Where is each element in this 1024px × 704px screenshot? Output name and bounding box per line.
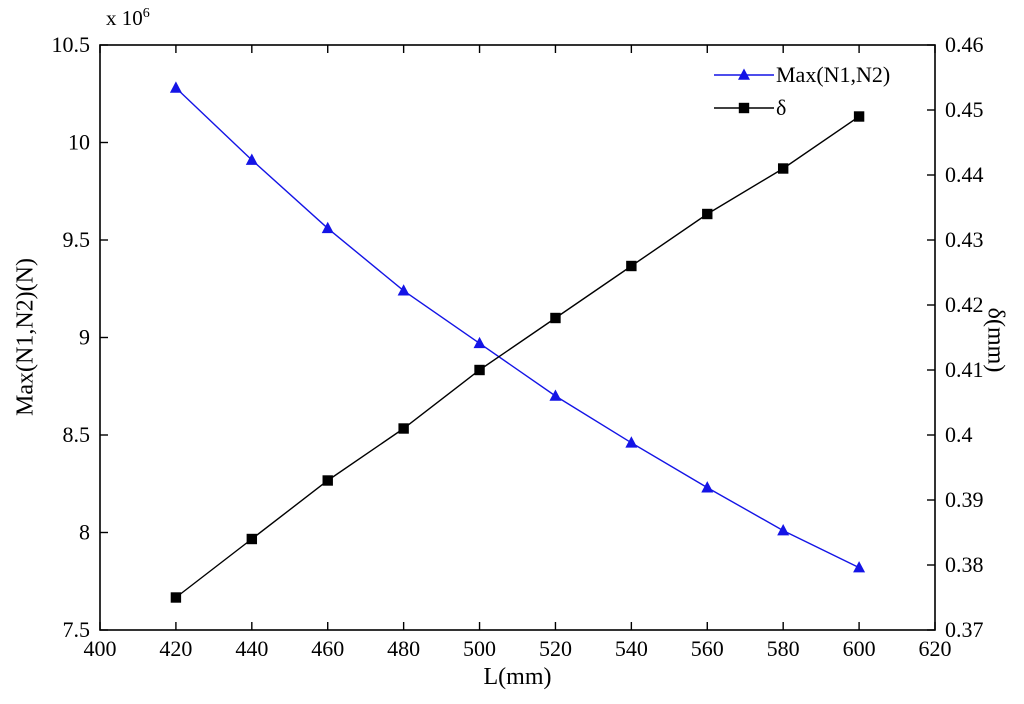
x-axis-title: L(mm) xyxy=(483,664,552,690)
x-tick-label: 600 xyxy=(843,636,876,661)
right-tick-label: 0.46 xyxy=(945,32,984,57)
axis-multiplier-label: x 106 xyxy=(106,6,150,31)
left-tick-label: 10 xyxy=(68,130,90,155)
data-point-marker xyxy=(626,260,637,272)
right-tick-label: 0.38 xyxy=(945,552,984,577)
data-point-marker xyxy=(550,312,561,324)
data-point-marker xyxy=(474,364,485,376)
left-axis: 7.5 8 8.5 9 9.5 10 10.5 xyxy=(52,32,108,642)
data-point-marker xyxy=(245,153,258,165)
data-point-marker xyxy=(549,389,562,401)
chart-legend: Max(N1,N2) δ xyxy=(712,58,890,124)
data-point-marker xyxy=(398,423,409,434)
x-tick-label: 420 xyxy=(159,636,192,661)
series-delta xyxy=(170,111,865,603)
right-tick-label: 0.43 xyxy=(945,227,984,252)
legend-label-delta: δ xyxy=(776,94,787,120)
data-point-marker xyxy=(169,81,182,93)
x-tick-label: 520 xyxy=(539,636,572,661)
left-tick-label: 8.5 xyxy=(63,422,91,447)
data-point-marker xyxy=(322,475,333,486)
series-line xyxy=(175,87,860,569)
right-tick-label: 0.39 xyxy=(945,487,984,512)
right-tick-label: 0.42 xyxy=(945,292,984,317)
data-point-marker xyxy=(702,208,713,220)
axis-multiplier-exponent: 6 xyxy=(142,6,150,21)
left-tick-label: 8 xyxy=(79,520,90,545)
x-axis: 400 420 440 460 480 500 520 540 560 580 600 620 xyxy=(84,45,952,661)
left-tick-label: 9.5 xyxy=(63,227,91,252)
x-tick-label: 540 xyxy=(615,636,648,661)
x-tick-label: 560 xyxy=(691,636,724,661)
data-point-marker xyxy=(853,111,865,122)
axis-multiplier-base: x 10 xyxy=(106,6,143,30)
legend-marker xyxy=(738,68,750,80)
x-tick-label: 480 xyxy=(387,636,420,661)
left-tick-label: 7.5 xyxy=(63,617,91,642)
left-tick-label: 10.5 xyxy=(52,32,91,57)
legend-item-delta: δ xyxy=(712,91,890,124)
data-point-marker xyxy=(853,561,866,573)
x-tick-label: 440 xyxy=(235,636,268,661)
legend-swatch-square-line xyxy=(714,102,774,113)
data-point-marker xyxy=(397,284,410,296)
right-tick-label: 0.41 xyxy=(945,357,984,382)
data-point-marker xyxy=(777,163,789,174)
x-tick-label: 500 xyxy=(463,636,496,661)
data-point-marker xyxy=(246,533,258,545)
series-line xyxy=(175,115,860,599)
x-tick-label: 460 xyxy=(311,636,344,661)
legend-label-max: Max(N1,N2) xyxy=(776,61,891,87)
right-tick-label: 0.45 xyxy=(945,97,984,122)
right-tick-label: 0.37 xyxy=(945,617,984,642)
data-point-marker xyxy=(321,221,334,234)
data-point-marker xyxy=(170,592,182,603)
legend-swatch-triangle-line xyxy=(714,68,774,80)
x-tick-label: 620 xyxy=(919,636,952,661)
left-axis-title: Max(N1,N2)(N) xyxy=(12,258,39,416)
legend-marker xyxy=(738,102,750,113)
x-tick-label: 400 xyxy=(84,636,117,661)
data-point-marker xyxy=(473,336,486,349)
series-max xyxy=(169,81,866,573)
data-point-marker xyxy=(625,436,638,448)
right-axis-title: δ(mm) xyxy=(982,307,1009,373)
right-tick-label: 0.4 xyxy=(945,422,973,447)
legend-item-max: Max(N1,N2) xyxy=(712,58,890,91)
right-axis: 0.37 0.38 0.39 0.4 0.41 0.42 0.43 0.44 0.45 0.46 xyxy=(927,32,984,642)
right-tick-label: 0.44 xyxy=(945,162,984,187)
data-point-marker xyxy=(777,524,790,536)
left-tick-label: 9 xyxy=(79,325,90,350)
data-point-marker xyxy=(701,481,714,493)
x-tick-label: 580 xyxy=(767,636,800,661)
